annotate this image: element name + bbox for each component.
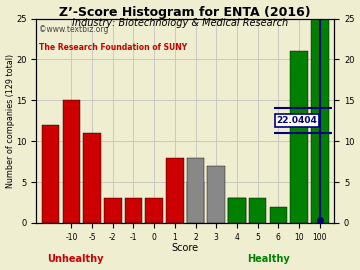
Bar bbox=[145, 198, 163, 223]
Text: ©www.textbiz.org: ©www.textbiz.org bbox=[39, 25, 108, 34]
Bar bbox=[187, 182, 204, 223]
Text: Healthy: Healthy bbox=[247, 254, 290, 264]
Bar bbox=[311, 19, 329, 223]
Text: Unhealthy: Unhealthy bbox=[47, 254, 103, 264]
X-axis label: Score: Score bbox=[172, 243, 199, 253]
Bar bbox=[207, 166, 225, 223]
Bar bbox=[104, 198, 122, 223]
Bar bbox=[187, 157, 204, 223]
Bar bbox=[228, 198, 246, 223]
Bar bbox=[228, 198, 246, 223]
Bar bbox=[63, 100, 80, 223]
Title: Z’-Score Histogram for ENTA (2016): Z’-Score Histogram for ENTA (2016) bbox=[59, 6, 311, 19]
Bar bbox=[166, 157, 184, 223]
Bar bbox=[125, 198, 142, 223]
Bar bbox=[270, 207, 287, 223]
Text: 22.0404: 22.0404 bbox=[276, 116, 318, 125]
Bar bbox=[290, 51, 308, 223]
Bar bbox=[42, 125, 59, 223]
Y-axis label: Number of companies (129 total): Number of companies (129 total) bbox=[5, 54, 14, 188]
Bar bbox=[249, 198, 266, 223]
Bar bbox=[83, 133, 101, 223]
Text: Industry: Biotechnology & Medical Research: Industry: Biotechnology & Medical Resear… bbox=[72, 18, 288, 28]
Text: The Research Foundation of SUNY: The Research Foundation of SUNY bbox=[39, 43, 187, 52]
